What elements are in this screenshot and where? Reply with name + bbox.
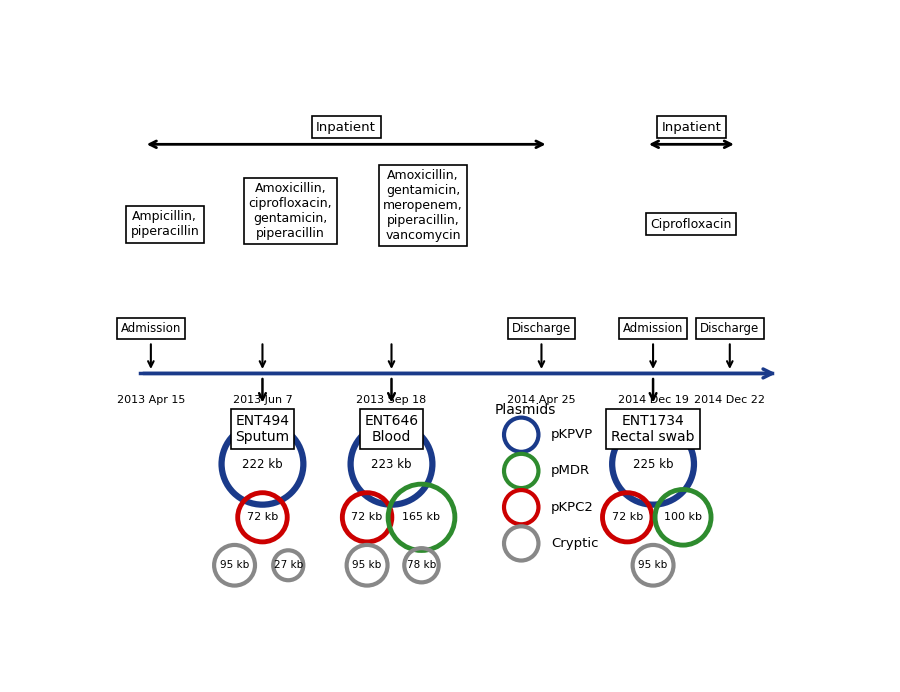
Text: Plasmids: Plasmids bbox=[495, 403, 556, 417]
Text: ENT1734
Rectal swab: ENT1734 Rectal swab bbox=[611, 415, 695, 444]
Text: Inpatient: Inpatient bbox=[316, 121, 376, 134]
Text: Discharge: Discharge bbox=[512, 322, 572, 335]
Text: 95 kb: 95 kb bbox=[220, 561, 249, 570]
Text: ENT646
Blood: ENT646 Blood bbox=[364, 415, 418, 444]
Text: pMDR: pMDR bbox=[551, 464, 590, 477]
Text: Admission: Admission bbox=[121, 322, 181, 335]
Text: 2013 Jun 7: 2013 Jun 7 bbox=[232, 394, 292, 405]
Text: 2013 Apr 15: 2013 Apr 15 bbox=[117, 394, 185, 405]
Text: 2014 Apr 25: 2014 Apr 25 bbox=[508, 394, 576, 405]
Text: pKPVP: pKPVP bbox=[551, 428, 593, 441]
Text: Amoxicillin,
gentamicin,
meropenem,
piperacillin,
vancomycin: Amoxicillin, gentamicin, meropenem, pipe… bbox=[383, 169, 463, 242]
Text: 2013 Sep 18: 2013 Sep 18 bbox=[356, 394, 427, 405]
Text: 95 kb: 95 kb bbox=[638, 561, 668, 570]
Text: Amoxicillin,
ciprofloxacin,
gentamicin,
piperacillin: Amoxicillin, ciprofloxacin, gentamicin, … bbox=[248, 182, 332, 240]
Text: Admission: Admission bbox=[623, 322, 683, 335]
Text: 222 kb: 222 kb bbox=[242, 457, 283, 471]
Text: 72 kb: 72 kb bbox=[352, 512, 382, 522]
Text: 72 kb: 72 kb bbox=[612, 512, 643, 522]
Text: 78 kb: 78 kb bbox=[407, 561, 436, 570]
Text: 223 kb: 223 kb bbox=[371, 457, 412, 471]
Text: 100 kb: 100 kb bbox=[664, 512, 702, 522]
Text: 2014 Dec 22: 2014 Dec 22 bbox=[694, 394, 765, 405]
Text: Discharge: Discharge bbox=[700, 322, 760, 335]
Text: Cryptic: Cryptic bbox=[551, 537, 598, 550]
Text: 225 kb: 225 kb bbox=[633, 457, 673, 471]
Text: Inpatient: Inpatient bbox=[662, 121, 722, 134]
Text: ENT494
Sputum: ENT494 Sputum bbox=[236, 415, 290, 444]
Text: pKPC2: pKPC2 bbox=[551, 501, 594, 513]
Text: Ampicillin,
piperacillin: Ampicillin, piperacillin bbox=[130, 210, 199, 238]
Text: Ciprofloxacin: Ciprofloxacin bbox=[651, 218, 732, 230]
Text: 72 kb: 72 kb bbox=[247, 512, 278, 522]
Text: 95 kb: 95 kb bbox=[353, 561, 382, 570]
Text: 2014 Dec 19: 2014 Dec 19 bbox=[617, 394, 688, 405]
Text: 27 kb: 27 kb bbox=[274, 561, 303, 570]
Text: 165 kb: 165 kb bbox=[402, 512, 440, 522]
